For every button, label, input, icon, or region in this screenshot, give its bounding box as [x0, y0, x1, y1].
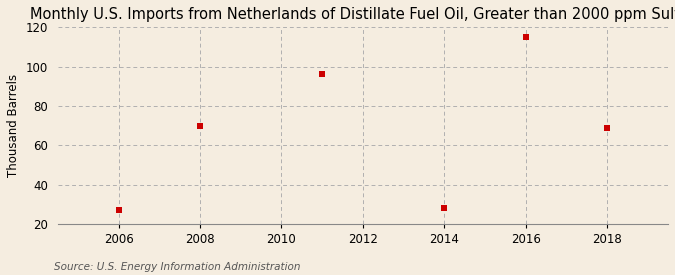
Y-axis label: Thousand Barrels: Thousand Barrels	[7, 74, 20, 177]
Title: Monthly U.S. Imports from Netherlands of Distillate Fuel Oil, Greater than 2000 : Monthly U.S. Imports from Netherlands of…	[30, 7, 675, 22]
Point	[520, 35, 531, 39]
Point	[439, 206, 450, 210]
Point	[194, 123, 205, 128]
Point	[601, 125, 612, 130]
Text: Source: U.S. Energy Information Administration: Source: U.S. Energy Information Administ…	[54, 262, 300, 272]
Point	[317, 72, 327, 77]
Point	[113, 208, 124, 213]
